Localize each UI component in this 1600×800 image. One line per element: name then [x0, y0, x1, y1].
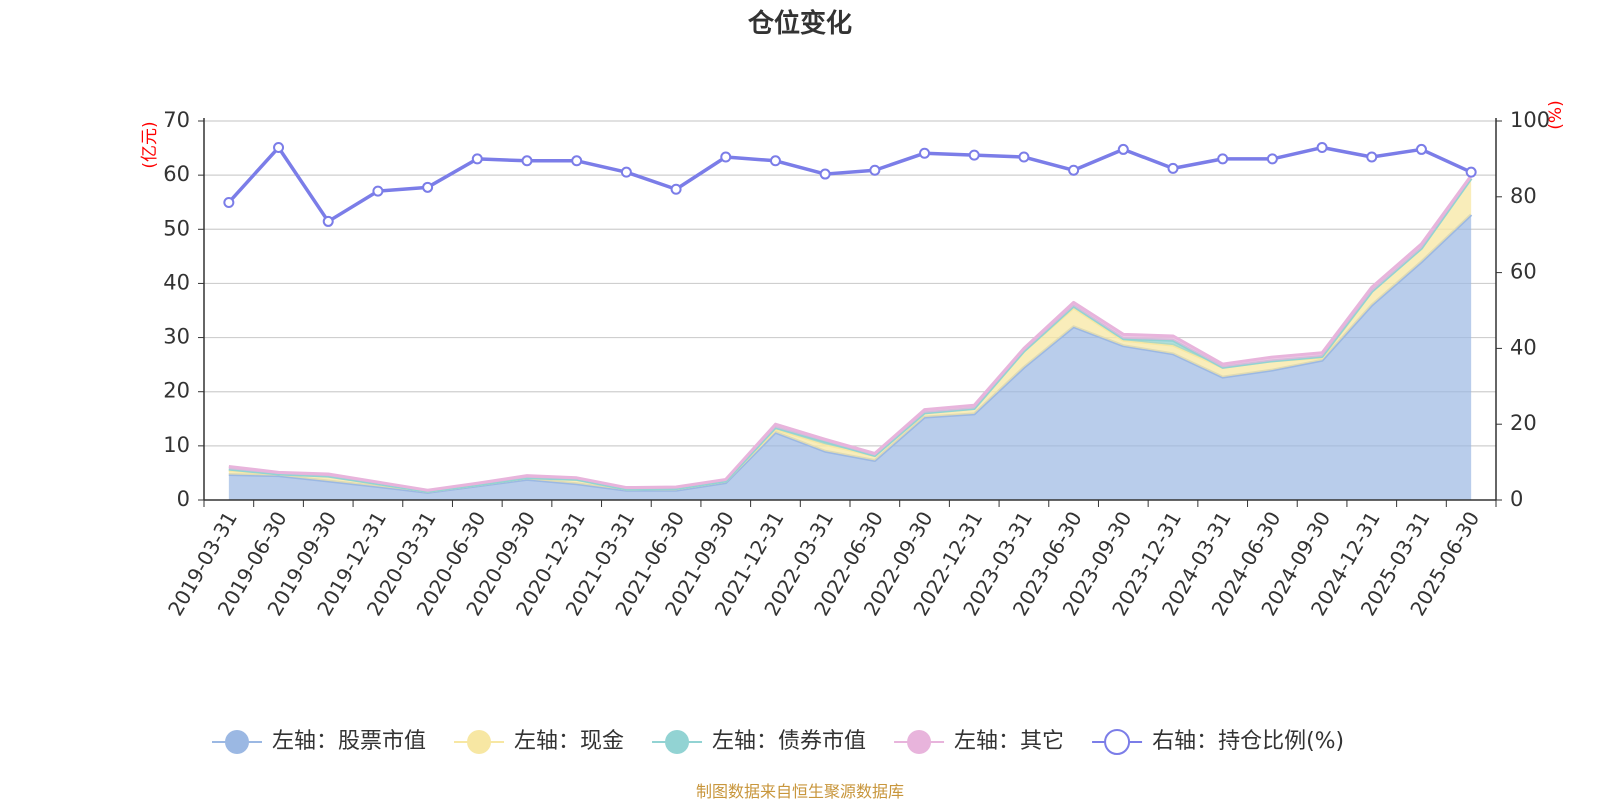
chart-title: 仓位变化 — [747, 8, 852, 39]
y-right-unit: (%) — [1546, 100, 1566, 129]
holding-ratio-line — [223, 142, 1477, 227]
legend-label: 右轴：持仓比例(%) — [1152, 729, 1344, 754]
legend-item-2[interactable]: 左轴：债券市值 — [652, 729, 866, 754]
legend-item-4[interactable]: 右轴：持仓比例(%) — [1092, 729, 1344, 755]
y-right-tick-label: 100 — [1510, 108, 1550, 132]
legend-item-0[interactable]: 左轴：股票市值 — [212, 729, 426, 754]
legend-label: 左轴：其它 — [954, 729, 1064, 754]
stacked-areas — [228, 174, 1473, 500]
ratio-point[interactable] — [223, 196, 235, 208]
area-edge-3 — [228, 174, 1473, 492]
ratio-point[interactable] — [1266, 153, 1278, 165]
y-right-tick-label: 60 — [1510, 260, 1537, 284]
y-left-tick-label: 70 — [163, 108, 190, 132]
ratio-point[interactable] — [1217, 153, 1229, 165]
y-left-tick-label: 40 — [163, 270, 190, 294]
ratio-point[interactable] — [571, 155, 583, 167]
y-right-tick-label: 80 — [1510, 184, 1537, 208]
ratio-point[interactable] — [1068, 164, 1080, 176]
legend-swatch-marker — [665, 730, 690, 754]
legend-item-1[interactable]: 左轴：现金 — [454, 729, 624, 754]
ratio-point[interactable] — [1366, 151, 1378, 163]
data-source-note: 制图数据来自恒生聚源数据库 — [696, 782, 904, 800]
ratio-point[interactable] — [1415, 143, 1427, 155]
y-left-tick-label: 30 — [163, 325, 190, 349]
ratio-point[interactable] — [322, 215, 334, 227]
ratio-point[interactable] — [769, 155, 781, 167]
ratio-point[interactable] — [1018, 151, 1030, 163]
legend-label: 左轴：债券市值 — [712, 729, 866, 754]
y-left-unit: (亿元) — [140, 121, 160, 168]
y-left-tick-label: 10 — [163, 433, 190, 457]
ratio-point[interactable] — [819, 168, 831, 180]
ratio-point[interactable] — [1465, 166, 1477, 178]
y-right-tick-label: 0 — [1510, 487, 1523, 511]
ratio-point[interactable] — [670, 183, 682, 195]
ratio-point[interactable] — [422, 181, 434, 193]
ratio-point[interactable] — [968, 149, 980, 161]
y-left-tick-label: 60 — [163, 162, 190, 186]
y-left-tick-label: 0 — [177, 487, 190, 511]
ratio-point[interactable] — [919, 147, 931, 159]
area-series-0 — [228, 214, 1472, 500]
legend-label: 左轴：股票市值 — [272, 729, 426, 754]
legend-swatch-marker — [907, 730, 932, 754]
ratio-point[interactable] — [1117, 143, 1129, 155]
ratio-point[interactable] — [720, 151, 732, 163]
legend-label: 左轴：现金 — [514, 729, 624, 754]
ratio-point[interactable] — [620, 166, 632, 178]
legend: 左轴：股票市值 左轴：现金 左轴：债券市值 左轴：其它 右轴：持仓比例(%) — [212, 729, 1344, 755]
legend-item-3[interactable]: 左轴：其它 — [894, 729, 1064, 754]
ratio-point[interactable] — [1316, 142, 1328, 154]
y-left-tick-label: 20 — [163, 379, 190, 403]
ratio-point[interactable] — [869, 164, 881, 176]
ratio-point[interactable] — [471, 153, 483, 165]
ratio-point[interactable] — [521, 155, 533, 167]
ratio-point[interactable] — [372, 185, 384, 197]
y-right-tick-label: 20 — [1510, 411, 1537, 435]
legend-swatch-marker — [225, 730, 249, 754]
ratio-point[interactable] — [1167, 162, 1179, 174]
ratio-point[interactable] — [273, 142, 285, 154]
y-left-tick-label: 50 — [163, 216, 190, 240]
legend-swatch-marker — [1104, 729, 1131, 755]
ratio-polyline — [227, 145, 1472, 224]
y-right-tick-label: 40 — [1510, 335, 1537, 359]
legend-swatch-marker — [467, 730, 492, 754]
